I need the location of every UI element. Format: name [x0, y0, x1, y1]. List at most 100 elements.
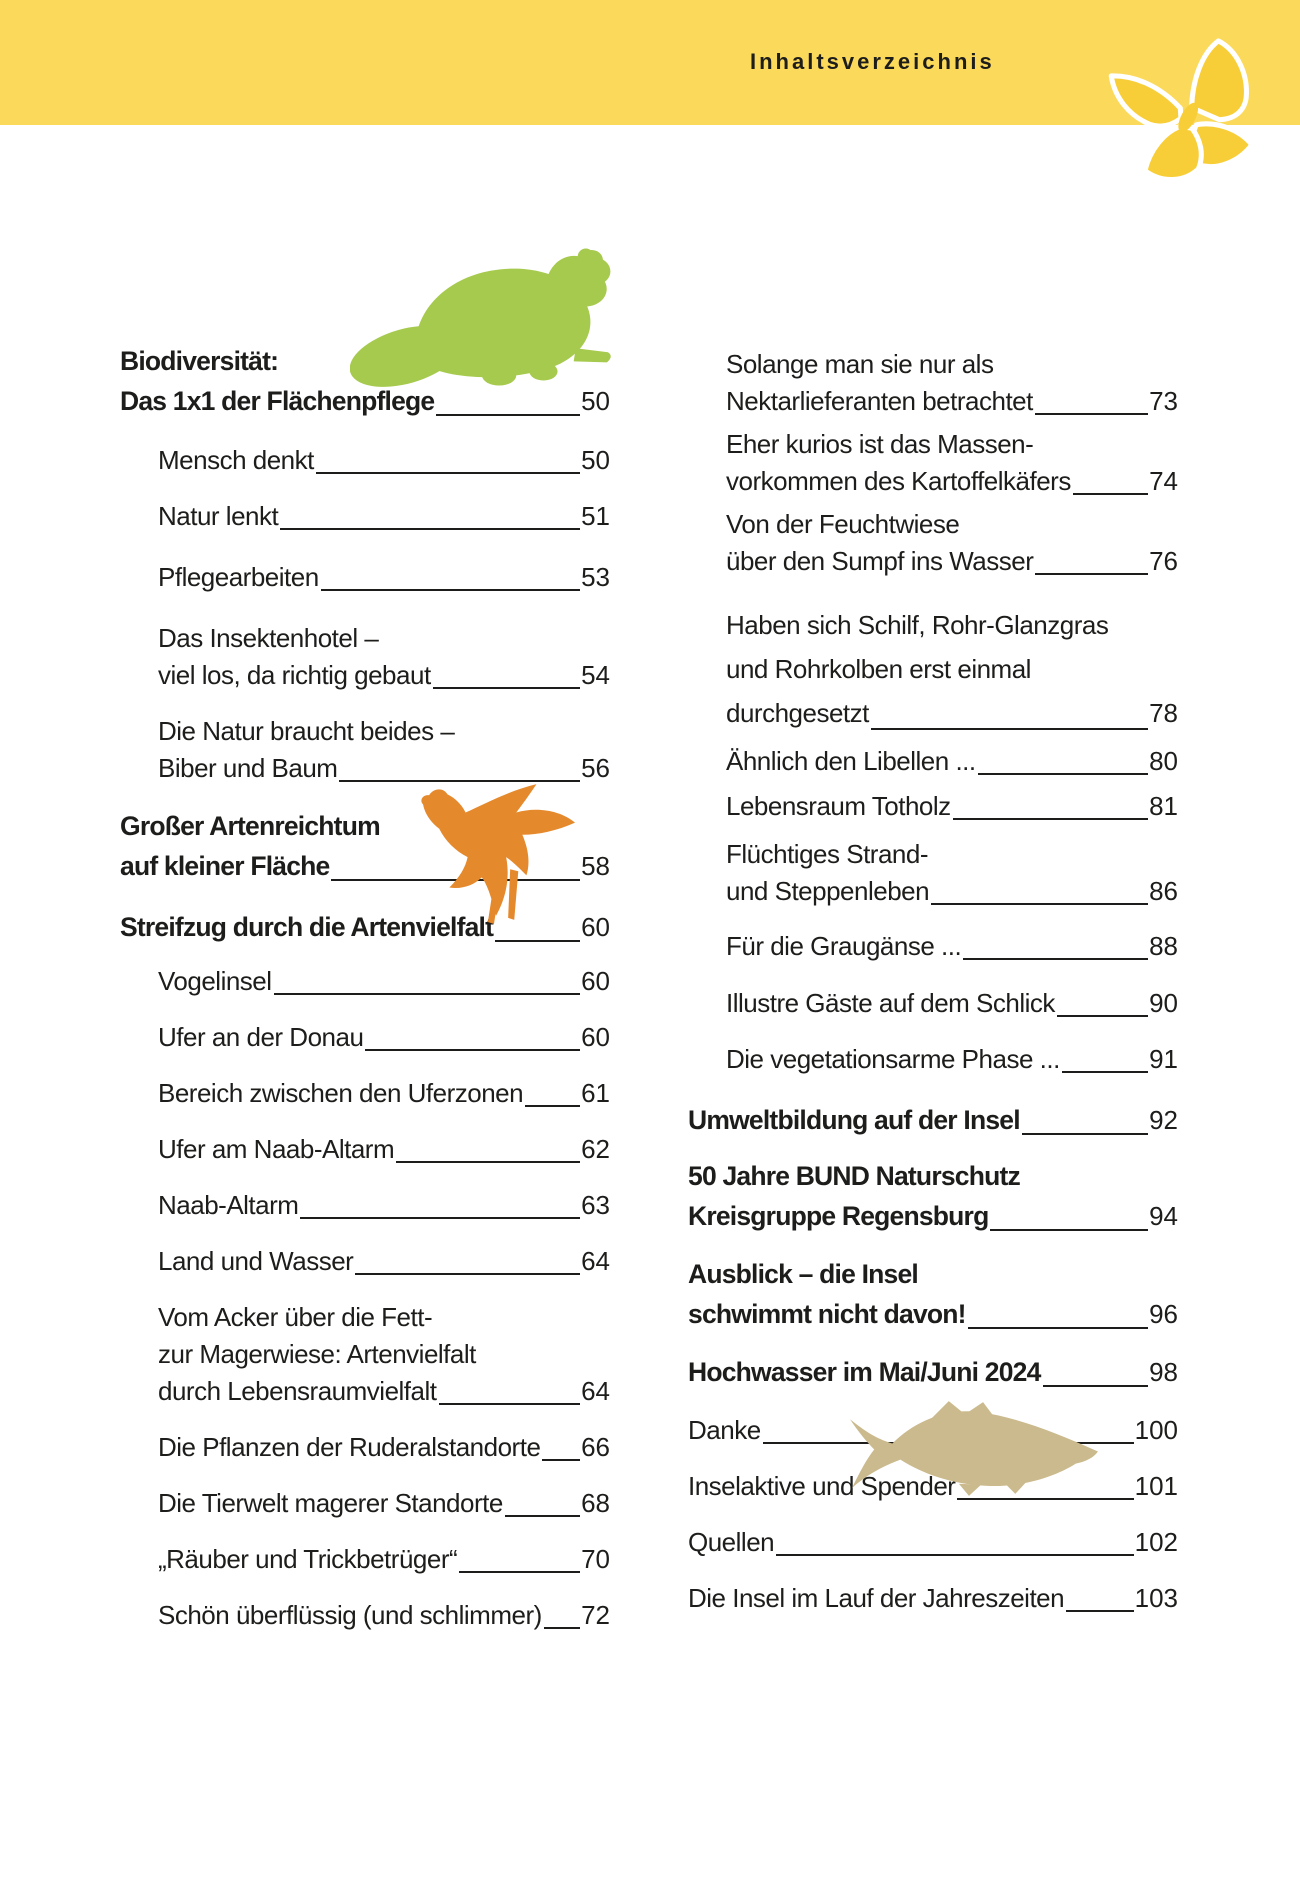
- toc-entry-text: Streifzug durch die Artenvielfalt: [120, 912, 494, 942]
- toc-entry-text: Das Insektenhotel –: [158, 623, 379, 653]
- toc-entry-text: Pflegearbeiten: [158, 562, 319, 592]
- page-number: 53: [581, 562, 610, 592]
- toc-heading: Streifzug durch die Artenvielfalt 60: [120, 907, 610, 947]
- toc-entry: Quellen 102: [688, 1524, 1178, 1561]
- leader-line: [870, 728, 1149, 730]
- toc-entry-line: Nektarlieferanten betrachtet 73: [726, 383, 1178, 420]
- leader-line: [1072, 493, 1149, 495]
- page-number: 78: [1149, 698, 1178, 728]
- leader-line: [331, 879, 581, 881]
- leader-line: [990, 1229, 1149, 1231]
- page-number: 51: [581, 501, 610, 531]
- toc-heading: Umweltbildung auf der Insel 92: [688, 1100, 1178, 1140]
- toc-entry-line: durchgesetzt 78: [726, 691, 1178, 735]
- toc-entry: Ufer an der Donau 60: [120, 1019, 610, 1056]
- leader-line: [300, 1217, 581, 1219]
- toc-entry-line: Mensch denkt 50: [158, 442, 610, 479]
- toc-entry: Die Insel im Lauf der Jahreszeiten 103: [688, 1580, 1178, 1617]
- leader-line: [315, 472, 581, 474]
- page-number: 64: [581, 1376, 610, 1406]
- toc-entry-line: Die Natur braucht beides –: [158, 713, 610, 750]
- toc-entry-text: Flüchtiges Strand-: [726, 839, 928, 869]
- toc-entry-text: Lebensraum Totholz: [726, 791, 951, 821]
- toc-entry-line: Kreisgruppe Regensburg 94: [688, 1196, 1178, 1236]
- page-number: 100: [1134, 1415, 1178, 1445]
- toc-heading: Biodiversität: Das 1x1 der Flächenpflege 5…: [120, 341, 610, 421]
- toc-entry-line: Von der Feuchtwiese: [726, 506, 1178, 543]
- toc-entry-line: durch Lebensraumvielfalt 64: [158, 1373, 610, 1410]
- toc-entry: Eher kurios ist das Massen-vorkommen des…: [688, 426, 1178, 500]
- toc-entry-line: Vom Acker über die Fett-: [158, 1299, 610, 1336]
- toc-entry: Die vegetationsarme Phase ... 91: [688, 1041, 1178, 1078]
- page-number: 90: [1149, 988, 1178, 1018]
- toc-entry-text: Quellen: [688, 1527, 775, 1557]
- toc-entry-line: Land und Wasser 64: [158, 1243, 610, 1280]
- toc-heading: Hochwasser im Mai/Juni 2024 98: [688, 1352, 1178, 1392]
- toc-entry-text: Illustre Gäste auf dem Schlick: [726, 988, 1055, 1018]
- toc-entry-line: Naab-Altarm 63: [158, 1187, 610, 1224]
- toc-entry-line: Hochwasser im Mai/Juni 2024 98: [688, 1352, 1178, 1392]
- toc-entry-text: Schön überflüssig (und schlimmer): [158, 1600, 542, 1630]
- toc-entry-text: Haben sich Schilf, Rohr-Glanzgras: [726, 610, 1109, 640]
- toc-entry-line: „Räuber und Trickbetrüger“ 70: [158, 1541, 610, 1578]
- toc-entry-line: und Rohrkolben erst einmal: [726, 647, 1178, 691]
- page-number: 60: [581, 966, 610, 996]
- toc-entry-line: zur Magerwiese: Artenvielfalt: [158, 1336, 610, 1373]
- toc-entry-line: Flüchtiges Strand-: [726, 836, 1178, 873]
- toc-entry-line: Bereich zwischen den Uferzonen 61: [158, 1075, 610, 1112]
- toc-entry-text: auf kleiner Fläche: [120, 851, 330, 881]
- toc-entry-line: Lebensraum Totholz 81: [726, 788, 1178, 825]
- toc-entry-line: 50 Jahre BUND Naturschutz: [688, 1156, 1178, 1196]
- toc-entry: Das Insektenhotel – viel los, da richtig …: [120, 620, 610, 694]
- leader-line: [1056, 1015, 1149, 1017]
- toc-entry: Ähnlich den Libellen ... 80: [688, 743, 1178, 780]
- toc-entry-text: Vogelinsel: [158, 966, 272, 996]
- toc-entry-text: Ausblick – die Insel: [688, 1259, 919, 1289]
- toc-heading: Ausblick – die Insel schwimmt nicht davon…: [688, 1254, 1178, 1334]
- toc-entry: Die Pflanzen der Ruderalstandorte 66: [120, 1429, 610, 1466]
- toc-entry-text: 50 Jahre BUND Naturschutz: [688, 1161, 1021, 1191]
- toc-entry-line: Vogelinsel 60: [158, 963, 610, 1000]
- toc-heading: Großer Artenreichtum auf kleiner Fläche 58: [120, 806, 610, 886]
- page-number: 102: [1134, 1527, 1178, 1557]
- toc-entry-line: Umweltbildung auf der Insel 92: [688, 1100, 1178, 1140]
- toc-entry: Von der Feuchtwiese über den Sumpf ins Wa…: [688, 506, 1178, 580]
- page-number: 54: [581, 660, 610, 690]
- leader-line: [1042, 1385, 1149, 1387]
- toc-entry-text: Natur lenkt: [158, 501, 279, 531]
- toc-entry-line: vorkommen des Kartoffelkäfers 74: [726, 463, 1178, 500]
- leader-line: [273, 993, 581, 995]
- toc-entry: Illustre Gäste auf dem Schlick 90: [688, 985, 1178, 1022]
- toc-entry-text: und Rohrkolben erst einmal: [726, 654, 1031, 684]
- toc-entry-text: Bereich zwischen den Uferzonen: [158, 1078, 524, 1108]
- leader-line: [957, 1498, 1134, 1500]
- page-number: 96: [1149, 1299, 1178, 1329]
- leader-line: [762, 1442, 1134, 1444]
- leader-line: [280, 528, 581, 530]
- page-number: 74: [1149, 466, 1178, 496]
- toc-entry: Haben sich Schilf, Rohr-Glanzgras und Roh…: [688, 603, 1178, 735]
- page-number: 60: [581, 1022, 610, 1052]
- leader-line: [365, 1049, 581, 1051]
- page-number: 101: [1134, 1471, 1178, 1501]
- toc-entry-text: Für die Graugänse ...: [726, 931, 962, 961]
- page-number: 98: [1149, 1357, 1178, 1387]
- page-number: 70: [581, 1544, 610, 1574]
- toc-entry-line: Eher kurios ist das Massen-: [726, 426, 1178, 463]
- toc-heading: 50 Jahre BUND Naturschutz Kreisgruppe Reg…: [688, 1156, 1178, 1236]
- toc-entry-text: zur Magerwiese: Artenvielfalt: [158, 1339, 476, 1369]
- toc-entry-text: Die Tierwelt magerer Standorte: [158, 1488, 503, 1518]
- toc-entry-text: Naab-Altarm: [158, 1190, 299, 1220]
- toc-entry-line: Die Insel im Lauf der Jahreszeiten 103: [688, 1580, 1178, 1617]
- page-number: 81: [1149, 791, 1178, 821]
- toc-entry-line: Inselaktive und Spender 101: [688, 1468, 1178, 1505]
- toc-entry-text: Ähnlich den Libellen ...: [726, 746, 976, 776]
- toc-entry-text: Von der Feuchtwiese: [726, 509, 960, 539]
- toc-entry-text: durch Lebensraumvielfalt: [158, 1376, 437, 1406]
- toc-entry-line: und Steppenleben 86: [726, 873, 1178, 910]
- toc-entry: Lebensraum Totholz 81: [688, 788, 1178, 825]
- toc-entry-text: durchgesetzt: [726, 698, 869, 728]
- toc-entry: Bereich zwischen den Uferzonen 61: [120, 1075, 610, 1112]
- toc-entry-line: Haben sich Schilf, Rohr-Glanzgras: [726, 603, 1178, 647]
